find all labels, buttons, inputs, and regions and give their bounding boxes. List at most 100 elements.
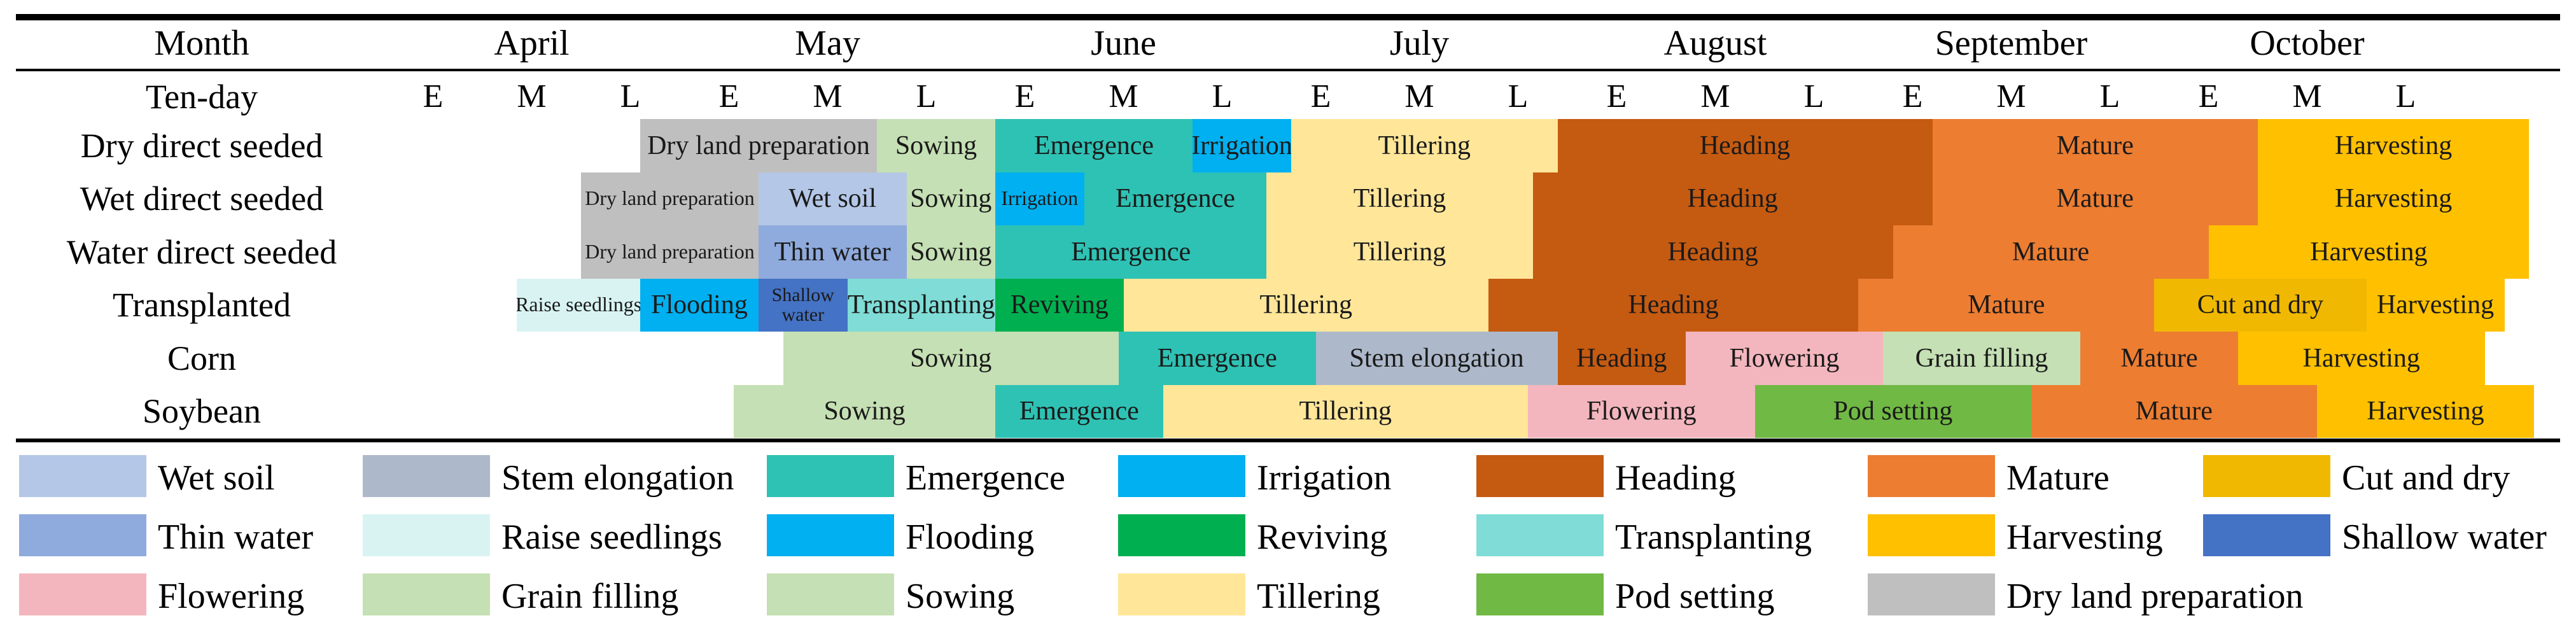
stage-bar-harvesting: Harvesting bbox=[2258, 172, 2530, 225]
legend-label: Grain filling bbox=[501, 577, 679, 616]
legend-label: Dry land preparation bbox=[2006, 577, 2304, 616]
stage-bar-heading: Heading bbox=[1488, 278, 1859, 332]
stage-bar-mature: Mature bbox=[1932, 172, 2258, 225]
stage-bar-reviving: Reviving bbox=[995, 278, 1124, 332]
stage-bar-label: Heading bbox=[1576, 343, 1667, 373]
legend-label: Harvesting bbox=[2006, 517, 2163, 557]
stage-bar-label: Heading bbox=[1687, 184, 1778, 214]
tenday-label: E bbox=[718, 78, 739, 115]
stage-bar-label: Flowering bbox=[1729, 343, 1840, 373]
stage-bar-label: Mature bbox=[2135, 397, 2213, 426]
stage-bar-emergence: Emergence bbox=[1118, 332, 1316, 385]
row-label: Soybean bbox=[143, 392, 261, 431]
month-label: August bbox=[1663, 24, 1767, 63]
stage-bar-label: Mature bbox=[1968, 290, 2045, 320]
stage-bar-flowering: Flowering bbox=[1528, 384, 1755, 438]
stage-bar-tillering: Tillering bbox=[1266, 172, 1533, 225]
stage-bar-label: Shallow water bbox=[771, 284, 834, 326]
legend-label: Emergence bbox=[906, 458, 1065, 498]
stage-bar-sowing: Sowing bbox=[906, 225, 995, 279]
stage-bar-irrigation: Irrigation bbox=[995, 172, 1084, 225]
stage-bar-heading: Heading bbox=[1532, 172, 1933, 225]
stage-bar-tillering: Tillering bbox=[1291, 119, 1558, 172]
row-label: Dry direct seeded bbox=[80, 126, 323, 165]
row-label: Corn bbox=[167, 339, 236, 377]
stage-bar-sowing: Sowing bbox=[877, 119, 995, 172]
month-label: July bbox=[1389, 24, 1450, 63]
tenday-label: E bbox=[1902, 78, 1923, 115]
stage-bar-label: Irrigation bbox=[1001, 186, 1079, 210]
stage-bar-label: Irrigation bbox=[1193, 130, 1291, 160]
month-header-label: Month bbox=[154, 24, 249, 63]
stage-bar-label: Harvesting bbox=[2334, 184, 2453, 214]
legend-swatch bbox=[2203, 455, 2330, 497]
legend-label: Transplanting bbox=[1615, 517, 1812, 557]
stage-bar-flooding: Flooding bbox=[640, 278, 759, 332]
legend-swatch bbox=[2203, 514, 2330, 556]
stage-bar-label: Harvesting bbox=[2334, 130, 2453, 160]
tenday-label: M bbox=[1404, 78, 1434, 115]
stage-bar-label: Heading bbox=[1667, 237, 1758, 267]
stage-bar-dry-land-preparation: Dry land preparation bbox=[640, 119, 877, 172]
tenday-label: E bbox=[2198, 78, 2219, 115]
legend-label: Raise seedlings bbox=[501, 517, 722, 557]
stage-bar-label: Harvesting bbox=[2376, 290, 2495, 320]
legend-swatch bbox=[767, 455, 894, 497]
stage-bar-wet-soil: Wet soil bbox=[759, 172, 907, 225]
stage-bar-label: Sowing bbox=[895, 130, 977, 160]
stage-bar-flowering: Flowering bbox=[1686, 332, 1883, 385]
legend-swatch bbox=[1476, 573, 1604, 615]
stage-bar-emergence: Emergence bbox=[995, 225, 1267, 279]
row-label: Wet direct seeded bbox=[80, 179, 324, 218]
stage-bar-label: Emergence bbox=[1157, 343, 1277, 373]
legend-label: Sowing bbox=[906, 577, 1015, 616]
stage-bar-thin-water: Thin water bbox=[759, 225, 907, 279]
legend-label: Mature bbox=[2006, 458, 2110, 498]
tenday-label: M bbox=[2292, 78, 2322, 115]
stage-bar-mature: Mature bbox=[2080, 332, 2238, 385]
tenday-label: L bbox=[620, 78, 641, 115]
legend-swatch bbox=[767, 514, 894, 556]
stage-bar-heading: Heading bbox=[1557, 332, 1686, 385]
stage-bar-heading: Heading bbox=[1532, 225, 1893, 279]
tenday-label: M bbox=[517, 78, 547, 115]
legend-label: Flowering bbox=[158, 577, 305, 616]
legend-swatch bbox=[1868, 514, 1995, 556]
stage-bar-emergence: Emergence bbox=[995, 119, 1193, 172]
legend-swatch bbox=[1476, 455, 1604, 497]
legend-label: Irrigation bbox=[1257, 458, 1392, 498]
stage-bar-label: Raise seedlings bbox=[517, 293, 640, 316]
legend-label: Shallow water bbox=[2342, 517, 2547, 557]
legend-label: Heading bbox=[1615, 458, 1736, 498]
stage-bar-label: Tillering bbox=[1353, 237, 1446, 267]
tenday-label: L bbox=[916, 78, 937, 115]
tenday-label: M bbox=[813, 78, 843, 115]
stage-bar-label: Sowing bbox=[823, 397, 906, 426]
stage-bar-sowing: Sowing bbox=[734, 384, 995, 438]
stage-bar-label: Sowing bbox=[910, 343, 992, 373]
stage-bar-label: Heading bbox=[1699, 130, 1791, 160]
stage-bar-harvesting: Harvesting bbox=[2317, 384, 2534, 438]
stage-bar-label: Emergence bbox=[1033, 130, 1154, 160]
legend-swatch bbox=[363, 514, 490, 556]
legend-swatch bbox=[1118, 514, 1245, 556]
tenday-label: E bbox=[423, 78, 444, 115]
legend-label: Wet soil bbox=[158, 458, 275, 498]
stage-bar-label: Tillering bbox=[1353, 184, 1446, 214]
stage-bar-harvesting: Harvesting bbox=[2238, 332, 2485, 385]
stage-bar-label: Harvesting bbox=[2302, 343, 2420, 373]
stage-bar-label: Dry land preparation bbox=[585, 239, 755, 263]
stage-bar-label: Mature bbox=[2056, 130, 2134, 160]
stage-bar-transplanting: Transplanting bbox=[847, 278, 995, 332]
stage-bar-grain-filling: Grain filling bbox=[1883, 332, 2080, 385]
tenday-label: M bbox=[1109, 78, 1138, 115]
stage-bar-harvesting: Harvesting bbox=[2366, 278, 2505, 332]
stage-bar-tillering: Tillering bbox=[1266, 225, 1533, 279]
legend-label: Tillering bbox=[1257, 577, 1380, 616]
stage-bar-mature: Mature bbox=[1858, 278, 2155, 332]
stage-bar-label: Tillering bbox=[1299, 397, 1392, 426]
header-rule bbox=[16, 69, 2560, 71]
stage-bar-emergence: Emergence bbox=[1084, 172, 1267, 225]
stage-bar-dry-land-preparation: Dry land preparation bbox=[581, 225, 759, 279]
stage-bar-label: Sowing bbox=[910, 237, 992, 267]
